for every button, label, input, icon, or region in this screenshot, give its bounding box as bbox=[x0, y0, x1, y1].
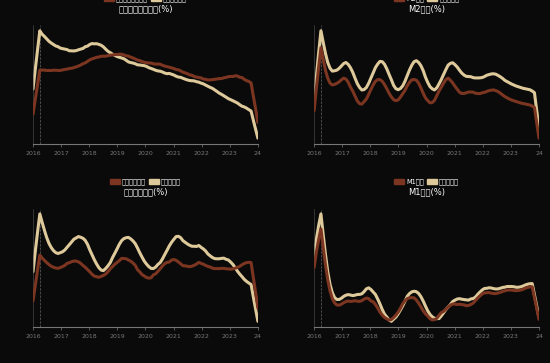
Title: M2增速(%): M2增速(%) bbox=[408, 4, 445, 13]
Title: 社会融资存量增速(%): 社会融资存量增速(%) bbox=[118, 4, 173, 13]
Title: 贷款余额增速(%): 贷款余额增速(%) bbox=[123, 188, 168, 197]
Legend: M1增速, 剔除定期后: M1增速, 剔除定期后 bbox=[394, 179, 459, 185]
Legend: 贷款余额增速, 剔除票据后: 贷款余额增速, 剔除票据后 bbox=[110, 179, 181, 185]
Title: M1增速(%): M1增速(%) bbox=[408, 188, 445, 197]
Legend: 社会融资存量增速, 剔除政府债后: 社会融资存量增速, 剔除政府债后 bbox=[104, 0, 187, 2]
Legend: M2增速, 剔除存款后: M2增速, 剔除存款后 bbox=[394, 0, 459, 2]
